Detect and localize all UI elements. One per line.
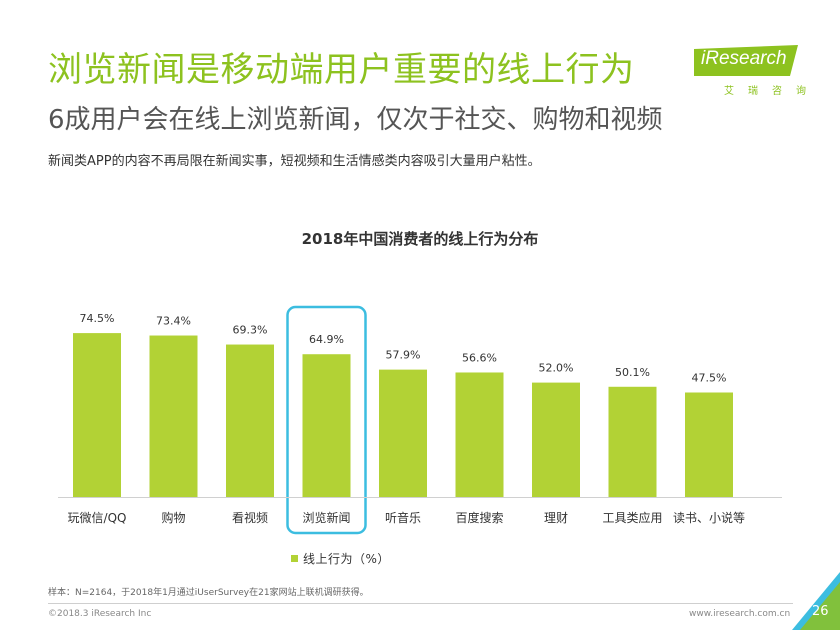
category-label: 看视频 bbox=[232, 510, 268, 525]
data-label: 74.5% bbox=[80, 312, 115, 325]
logo-cn-text: 艾瑞咨询 bbox=[724, 86, 820, 97]
corner-decoration bbox=[792, 572, 840, 630]
bar bbox=[149, 335, 198, 497]
page-number: 26 bbox=[812, 604, 829, 619]
iresearch-logo: iResearch 艾瑞咨询 bbox=[694, 45, 806, 97]
data-label: 47.5% bbox=[692, 372, 727, 385]
highlight-box bbox=[286, 305, 367, 535]
logo-badge bbox=[694, 45, 798, 76]
category-label: 理财 bbox=[544, 511, 568, 525]
category-label: 百度搜索 bbox=[455, 510, 503, 525]
category-label: 玩微信/QQ bbox=[68, 511, 127, 525]
data-label: 73.4% bbox=[156, 315, 191, 328]
data-label: 50.1% bbox=[615, 366, 650, 379]
page-title: 浏览新闻是移动端用户重要的线上行为 bbox=[48, 50, 635, 90]
bar bbox=[226, 344, 274, 497]
bar bbox=[685, 392, 733, 497]
category-label: 购物 bbox=[161, 510, 185, 525]
website-link[interactable]: www.iresearch.com.cn bbox=[689, 609, 791, 619]
chart-legend: 线上行为（%） bbox=[291, 551, 390, 566]
page-subtitle: 6成用户会在线上浏览新闻，仅次于社交、购物和视频 bbox=[48, 105, 663, 135]
chart-title: 2018年中国消费者的线上行为分布 bbox=[301, 230, 539, 248]
bar bbox=[608, 386, 657, 497]
sample-note: 样本：N=2164，于2018年1月通过iUserSurvey在21家网站上联机… bbox=[48, 588, 369, 598]
bar bbox=[73, 333, 121, 497]
category-label: 读书、小说等 bbox=[673, 510, 745, 525]
logo-text: iResearch bbox=[701, 48, 787, 69]
category-label: 听音乐 bbox=[385, 510, 421, 525]
legend-swatch bbox=[291, 554, 298, 562]
bar bbox=[532, 382, 580, 497]
category-label: 浏览新闻 bbox=[302, 510, 350, 525]
page-description: 新闻类APP的内容不再局限在新闻实事，短视频和生活情感类内容吸引大量用户粘性。 bbox=[48, 154, 541, 169]
data-label: 64.9% bbox=[309, 333, 344, 346]
data-label: 56.6% bbox=[462, 351, 497, 364]
footer-divider bbox=[48, 603, 793, 604]
bar bbox=[455, 372, 504, 497]
legend-label: 线上行为（%） bbox=[303, 551, 390, 566]
bar bbox=[379, 369, 427, 497]
data-label: 52.0% bbox=[539, 362, 574, 375]
category-label: 工具类应用 bbox=[602, 510, 662, 525]
data-label: 69.3% bbox=[233, 324, 268, 337]
copyright-text: ©2018.3 iResearch Inc bbox=[48, 609, 152, 619]
bar bbox=[302, 354, 351, 497]
data-label: 57.9% bbox=[386, 349, 421, 362]
